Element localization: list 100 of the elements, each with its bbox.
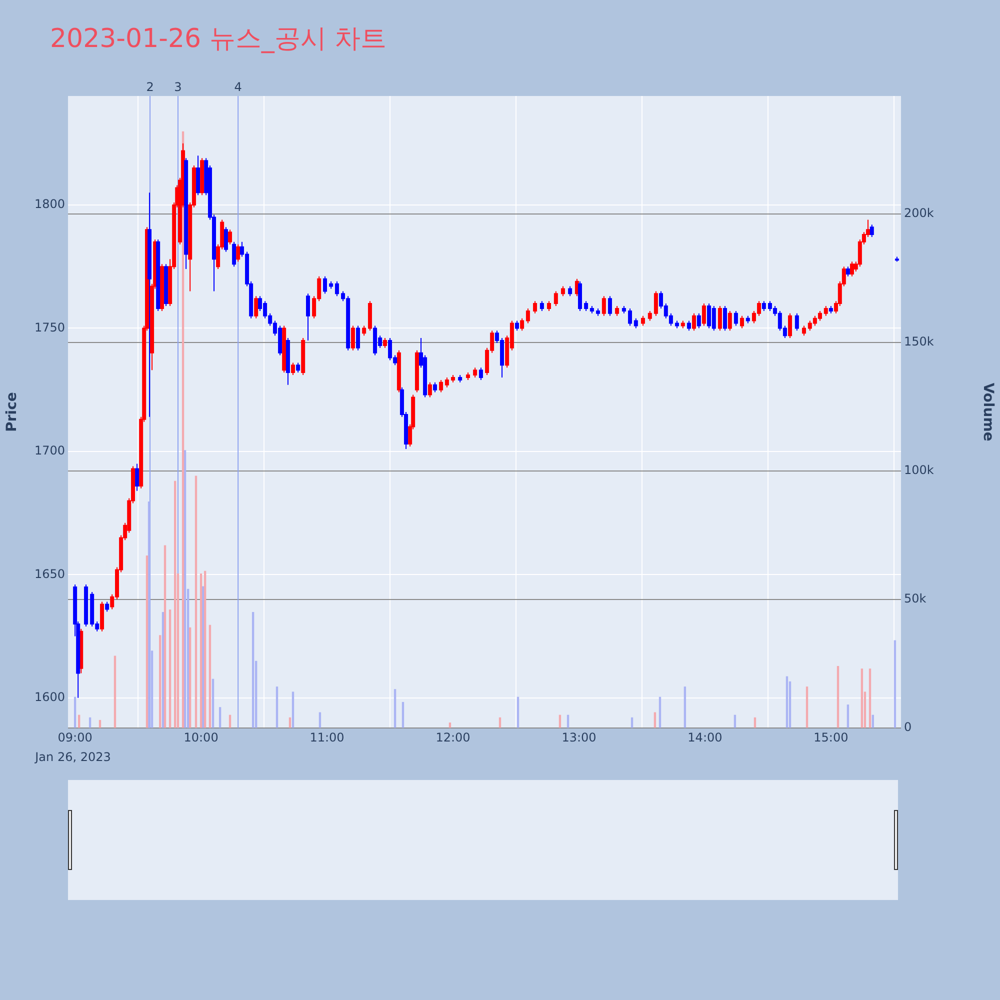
candlestick: [362, 325, 366, 336]
bar: [194, 476, 198, 728]
candlestick: [432, 382, 437, 393]
candlestick: [228, 229, 232, 245]
candlestick: [794, 312, 799, 332]
candlestick: [184, 158, 188, 270]
candlestick: [746, 315, 750, 324]
bar: [394, 689, 396, 728]
bar: [98, 720, 102, 728]
bar: [630, 717, 634, 728]
candlestick: [296, 362, 300, 374]
candlestick: [526, 308, 530, 324]
candlestick: [802, 325, 806, 336]
candlestick: [323, 276, 328, 294]
bar: [228, 714, 232, 728]
bar: [654, 712, 656, 728]
bar: [212, 678, 214, 728]
candlestick: [414, 350, 419, 393]
candlestick: [232, 241, 236, 268]
bar: [252, 612, 254, 728]
text: 3: [174, 80, 182, 94]
bar: [684, 686, 686, 728]
bar: [868, 668, 872, 728]
bar: [159, 635, 162, 728]
y-tick-label: 1800: [34, 197, 65, 212]
candlestick: [590, 306, 594, 314]
bar: [806, 686, 808, 728]
bar: [208, 624, 212, 728]
bar: [74, 696, 76, 728]
bar: [164, 545, 166, 728]
candlestick: [734, 310, 738, 326]
candlestick: [350, 325, 355, 351]
candlestick: [164, 264, 168, 307]
y2-tick-label: 0: [904, 720, 912, 734]
candlestick: [628, 308, 632, 326]
chart-title: 2023-01-26 뉴스_공시 차트: [50, 24, 387, 54]
bar: [114, 656, 116, 728]
candlestick: [382, 338, 387, 348]
bar: [872, 714, 874, 728]
candlestick: [788, 312, 792, 339]
bar: [276, 686, 278, 728]
y-tick-label: 1650: [34, 566, 65, 581]
candlestick: [540, 300, 544, 312]
candlestick: [135, 463, 140, 492]
y2-tick-label: 150k: [904, 334, 934, 349]
candlestick: [301, 338, 306, 376]
candlestick: [702, 303, 706, 326]
candlestick: [466, 372, 470, 380]
text: 4: [234, 80, 242, 94]
bar: [498, 717, 502, 728]
bar: [189, 627, 192, 728]
bar: [162, 612, 164, 728]
candlestick: [451, 374, 456, 383]
candlestick: [846, 266, 850, 277]
y-tick-label: 1600: [34, 690, 65, 704]
x-tick-label: 12:00: [436, 730, 470, 744]
candlestick: [160, 264, 164, 312]
candlestick: [640, 315, 645, 326]
x-tick-label: 15:00: [814, 730, 848, 744]
candlestick: [282, 325, 286, 374]
candlestick: [870, 224, 874, 238]
candlestick: [648, 310, 652, 322]
candlestick: [554, 290, 558, 307]
bar: [754, 717, 756, 728]
x-tick-label: 10:00: [184, 730, 218, 744]
bar: [88, 717, 92, 728]
x-tick-label: 11:00: [310, 730, 344, 744]
bar: [200, 573, 202, 728]
candlestick: [356, 325, 360, 351]
candlestick: [728, 310, 732, 332]
candlestick: [84, 584, 88, 627]
candlestick: [596, 308, 600, 316]
bar: [292, 692, 294, 728]
candlestick: [156, 238, 160, 312]
candlestick: [560, 286, 565, 297]
candlestick: [686, 320, 691, 332]
bar: [78, 714, 80, 728]
candlestick: [634, 318, 638, 329]
bar: [836, 666, 840, 728]
bar: [734, 714, 736, 728]
candlestick: [105, 601, 110, 612]
candlestick: [444, 376, 449, 388]
bar: [658, 696, 662, 728]
bar: [168, 609, 172, 728]
candlestick: [762, 300, 766, 312]
candlestick: [740, 315, 744, 329]
bar: [786, 676, 788, 728]
bar: [184, 450, 186, 728]
bar: [566, 714, 570, 728]
candlestick: [520, 318, 524, 332]
candlestick: [286, 338, 290, 386]
text: 2: [146, 80, 154, 94]
candlestick: [584, 300, 588, 312]
candlestick: [894, 256, 899, 262]
candlestick: [368, 300, 372, 332]
candlestick: [547, 300, 552, 312]
bar: [288, 717, 292, 728]
candlestick: [824, 306, 828, 316]
y-tick-label: 1750: [34, 320, 65, 334]
candlestick: [602, 296, 606, 316]
